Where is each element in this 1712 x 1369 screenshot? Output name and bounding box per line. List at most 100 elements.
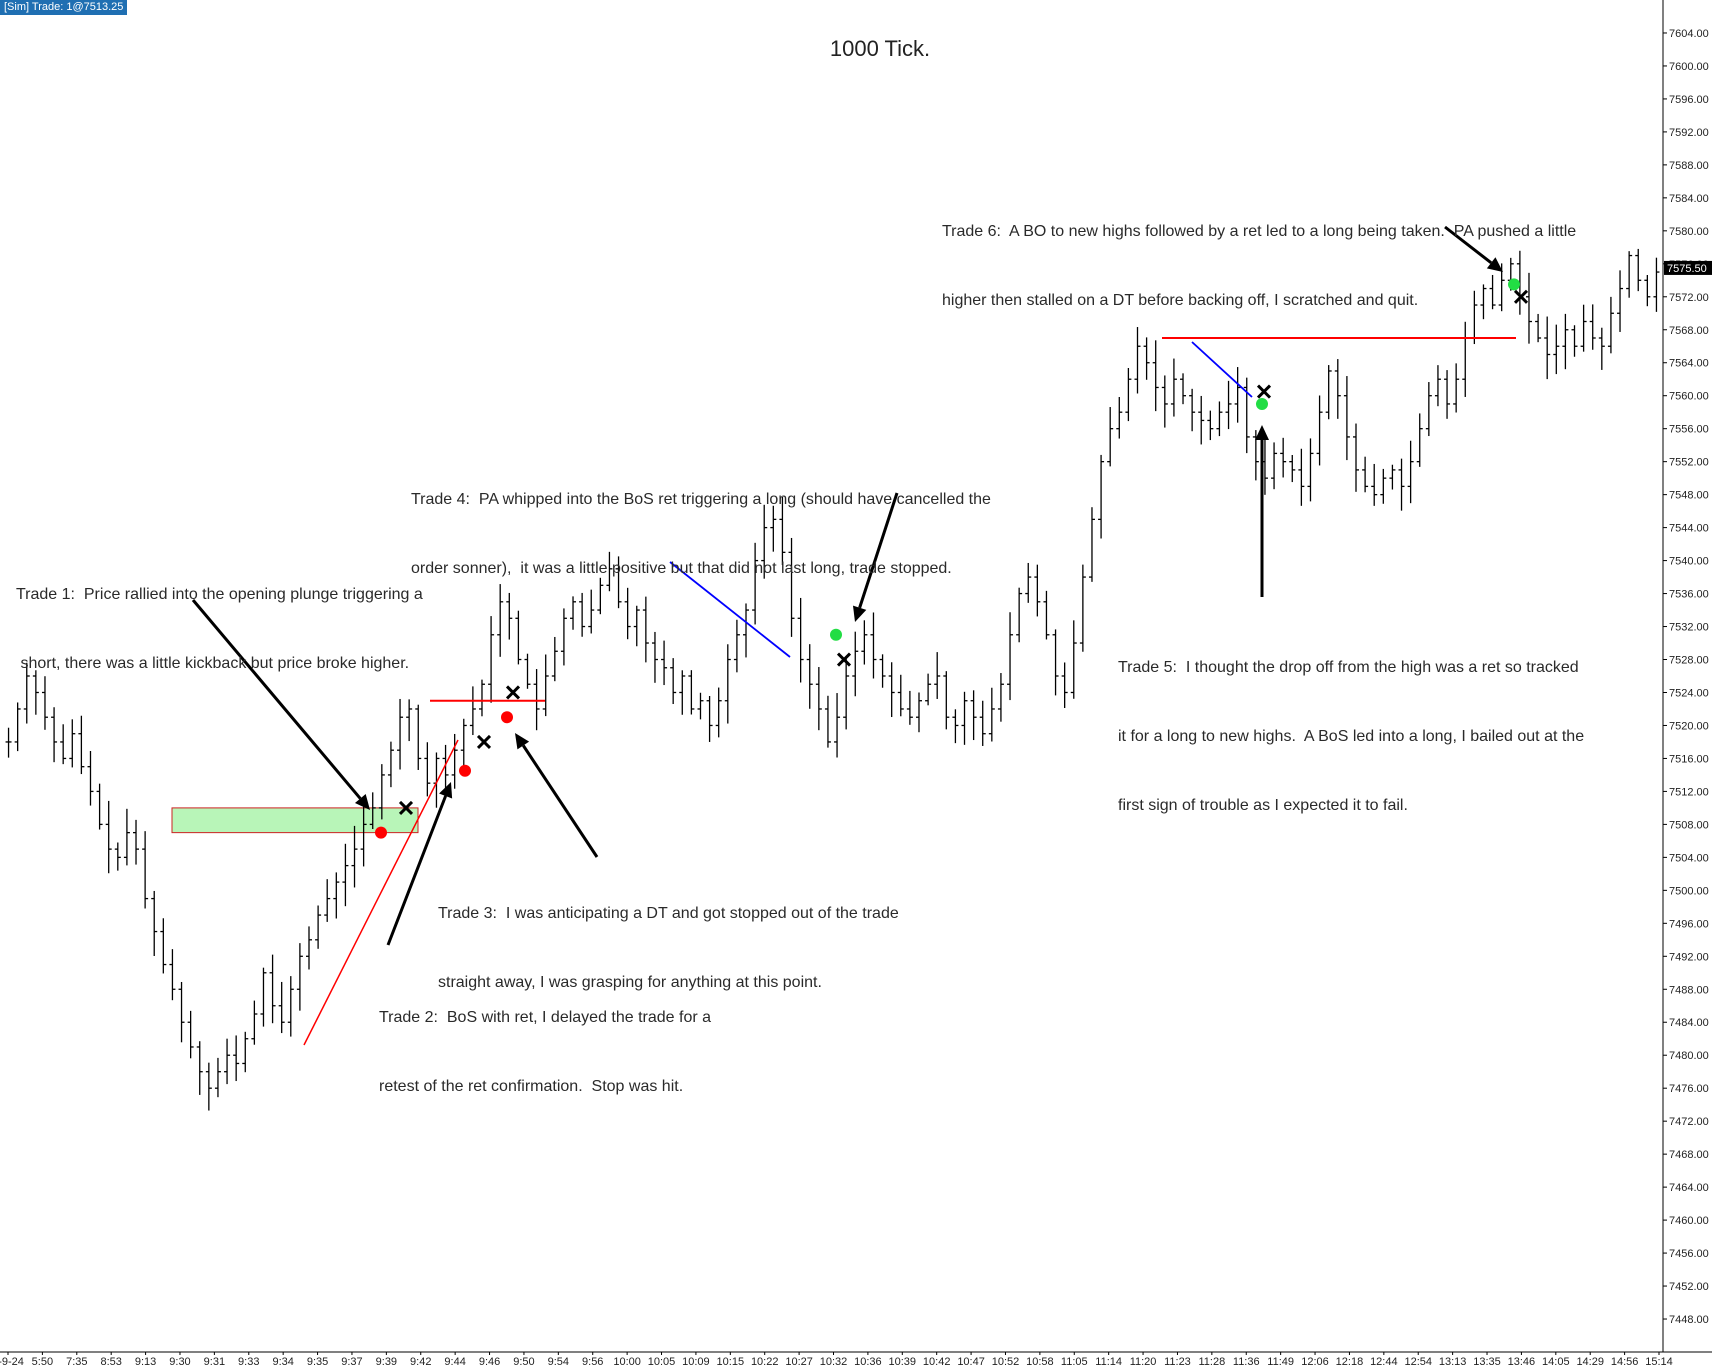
price-tick-label: 7584.00 [1669, 193, 1709, 205]
price-tick-label: 7460.00 [1669, 1215, 1709, 1227]
current-price-box [1664, 260, 1712, 275]
annotation-arrow [1444, 225, 1503, 272]
time-tick-label: 10:42 [923, 1356, 951, 1368]
annotation-trade-3: Trade 3: I was anticipating a DT and got… [438, 856, 899, 1017]
annotation-line: higher then stalled on a DT before backi… [942, 292, 1419, 309]
price-bar [1243, 377, 1250, 454]
time-tick-label: 11:49 [1267, 1356, 1294, 1368]
time-tick-label: 11:14 [1095, 1356, 1122, 1368]
time-tick-label: 9:46 [479, 1356, 500, 1368]
price-bar [123, 808, 130, 866]
price-bar [861, 620, 868, 665]
price-bar [779, 496, 786, 566]
price-bar [551, 636, 558, 682]
price-bar [597, 577, 604, 615]
price-bar [1617, 270, 1624, 332]
price-bar [761, 504, 768, 579]
price-bar [1216, 401, 1223, 437]
price-bar [1398, 458, 1405, 511]
time-tick-label: 13:13 [1439, 1356, 1467, 1368]
exit-x-stroke [836, 652, 852, 667]
price-bar [1280, 437, 1287, 478]
price-bar [1289, 454, 1296, 483]
price-bar [1152, 340, 1159, 412]
price-bar [1362, 456, 1369, 493]
entry-dot-short [501, 711, 513, 724]
price-bar [679, 670, 686, 715]
price-bar [743, 603, 750, 658]
exit-x-stroke [1513, 289, 1529, 304]
time-tick-label: 10:52 [992, 1356, 1020, 1368]
exit-x-stroke [1256, 384, 1272, 399]
price-bar [970, 690, 977, 741]
price-bar [1607, 296, 1614, 354]
price-tick-label: 7524.00 [1669, 687, 1709, 699]
price-bar [797, 597, 804, 683]
annotation-trade-1: Trade 1: Price rallied into the opening … [16, 537, 423, 698]
arrow-head [354, 794, 370, 810]
price-bar [533, 669, 540, 731]
price-tick-label: 7604.00 [1669, 28, 1709, 40]
price-bar [1025, 562, 1032, 603]
price-bar [697, 692, 704, 720]
price-bar [1334, 359, 1341, 419]
arrow-head [515, 733, 530, 750]
price-tick-label: 7568.00 [1669, 325, 1709, 337]
time-tick-label: 9:42 [410, 1356, 431, 1368]
price-bar [387, 741, 394, 788]
price-bar [1416, 413, 1423, 467]
price-bar [1425, 382, 1432, 437]
price-bar [32, 670, 39, 715]
annotation-line: Trade 1: Price rallied into the opening … [16, 586, 423, 603]
price-bar [1070, 620, 1077, 699]
price-bar [5, 727, 12, 758]
price-bar [1444, 370, 1451, 419]
time-tick-label: 10:22 [751, 1356, 779, 1368]
price-bar [424, 742, 431, 797]
entry-dot-short [375, 826, 387, 839]
time-tick-label: 11:28 [1198, 1356, 1225, 1368]
price-bar [824, 695, 831, 748]
time-tick-label: 11:23 [1164, 1356, 1191, 1368]
price-bar [60, 724, 67, 765]
price-bar [351, 825, 358, 888]
price-bar [169, 949, 176, 1001]
annotation-line: short, there was a little kickback but p… [16, 655, 410, 672]
entry-dot-long [1256, 397, 1268, 410]
annotation-line: retest of the ret confirmation. Stop was… [379, 1078, 684, 1095]
price-bar [642, 596, 649, 663]
price-bar [1434, 365, 1441, 407]
price-bar [788, 537, 795, 637]
price-bar [469, 686, 476, 736]
time-tick-label: 9:54 [548, 1356, 569, 1368]
price-tick-label: 7532.00 [1669, 622, 1709, 634]
price-bar [151, 890, 158, 956]
price-bar [397, 698, 404, 770]
price-bar [415, 704, 422, 770]
price-bar [715, 687, 722, 738]
price-bar [915, 692, 922, 733]
exit-x-marker [1513, 289, 1529, 304]
price-bar [41, 676, 48, 730]
price-bar [451, 733, 458, 789]
price-bar [69, 719, 76, 768]
price-tick-label: 7572.00 [1669, 292, 1709, 304]
price-bar [1580, 304, 1587, 352]
price-tick-label: 7540.00 [1669, 556, 1709, 568]
price-bar [560, 608, 567, 666]
price-bar [1571, 325, 1578, 357]
price-bar [888, 662, 895, 718]
annotation-trade-6: Trade 6: A BO to new highs followed by a… [942, 174, 1576, 335]
price-tick-label: 7492.00 [1669, 951, 1709, 963]
price-bar [488, 616, 495, 703]
price-bar [1180, 373, 1187, 405]
time-tick-label: 12:54 [1404, 1356, 1432, 1368]
time-tick-label: 7:35 [66, 1356, 87, 1368]
price-bar [105, 800, 112, 874]
time-tick-label: 5:50 [32, 1356, 53, 1368]
price-bar [1380, 468, 1387, 504]
price-bar [1298, 448, 1305, 506]
price-bar [23, 662, 30, 724]
entry-dot-long [1508, 278, 1520, 291]
